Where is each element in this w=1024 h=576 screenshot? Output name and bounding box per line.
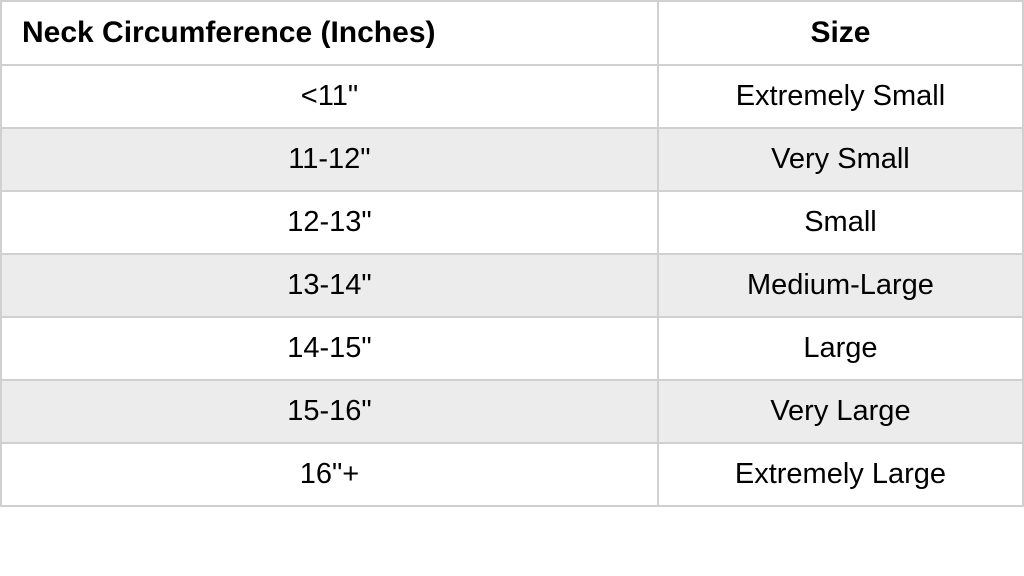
table-row: 13-14" Medium-Large [1,254,1023,317]
table-row: 15-16" Very Large [1,380,1023,443]
table-row: 14-15" Large [1,317,1023,380]
size-table-container: Neck Circumference (Inches) Size <11" Ex… [0,0,1024,507]
cell-size: Large [658,317,1023,380]
cell-circumference: 11-12" [1,128,658,191]
table-header-row: Neck Circumference (Inches) Size [1,1,1023,65]
table-row: 16"+ Extremely Large [1,443,1023,506]
neck-size-table: Neck Circumference (Inches) Size <11" Ex… [0,0,1024,507]
cell-circumference: <11" [1,65,658,128]
table-row: <11" Extremely Small [1,65,1023,128]
header-size: Size [658,1,1023,65]
cell-circumference: 12-13" [1,191,658,254]
table-row: 12-13" Small [1,191,1023,254]
cell-size: Small [658,191,1023,254]
cell-circumference: 15-16" [1,380,658,443]
cell-size: Medium-Large [658,254,1023,317]
cell-circumference: 13-14" [1,254,658,317]
cell-size: Very Small [658,128,1023,191]
cell-size: Extremely Large [658,443,1023,506]
cell-circumference: 14-15" [1,317,658,380]
table-row: 11-12" Very Small [1,128,1023,191]
header-neck-circumference: Neck Circumference (Inches) [1,1,658,65]
cell-circumference: 16"+ [1,443,658,506]
cell-size: Extremely Small [658,65,1023,128]
cell-size: Very Large [658,380,1023,443]
